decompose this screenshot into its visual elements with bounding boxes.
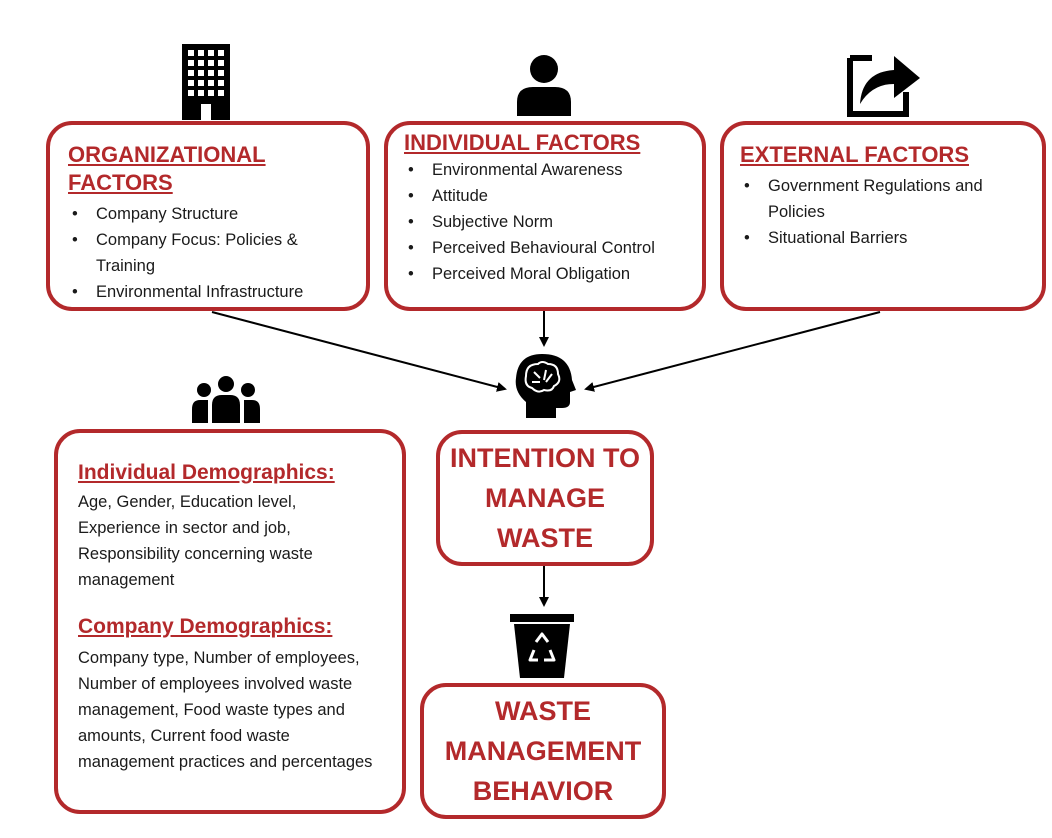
behavior-title: WASTE MANAGEMENT BEHAVIOR [444,696,642,806]
company-demographics-title: Company Demographics: [78,615,333,638]
organizational-factors-box: ORGANIZATIONAL FACTORS Company Structure… [46,121,370,311]
individual-demographics-text: Age, Gender, Education level, Experience… [78,493,313,589]
arrow-external-to-intention [584,311,881,392]
demographics-box: Individual Demographics: Age, Gender, Ed… [54,429,406,814]
organizational-factors-list: Company Structure Company Focus: Policie… [68,201,352,305]
list-item: Company Focus: Policies & Training [68,227,352,279]
share-arrow-icon [847,55,920,117]
building-icon [182,44,230,120]
external-factors-box: EXTERNAL FACTORS Government Regulations … [720,121,1046,311]
group-icon [192,376,260,423]
intention-box: INTENTION TO MANAGE WASTE [436,430,654,566]
individual-factors-title: INDIVIDUAL FACTORS [404,130,641,155]
organizational-factors-title: ORGANIZATIONAL FACTORS [68,142,266,195]
list-item: Environmental Infrastructure [68,279,352,305]
external-factors-list: Government Regulations and Policies Situ… [740,173,1030,251]
individual-factors-box: INDIVIDUAL FACTORS Environmental Awarene… [384,121,706,311]
list-item: Situational Barriers [740,225,1030,251]
recycle-bin-icon [510,614,574,678]
intention-title: INTENTION TO MANAGE WASTE [450,443,641,553]
list-item: Attitude [404,183,692,209]
list-item: Subjective Norm [404,209,692,235]
behavior-box: WASTE MANAGEMENT BEHAVIOR [420,683,666,819]
list-item: Environmental Awareness [404,157,692,183]
individual-factors-list: Environmental Awareness Attitude Subject… [404,157,692,287]
list-item: Perceived Moral Obligation [404,261,692,287]
person-icon [517,55,571,116]
brain-head-icon [515,354,576,418]
list-item: Government Regulations and Policies [740,173,1030,225]
company-demographics-text: Company type, Number of employees, Numbe… [78,649,373,771]
arrow-organizational-to-intention [211,311,507,392]
list-item: Company Structure [68,201,352,227]
individual-demographics-title: Individual Demographics: [78,461,335,484]
list-item: Perceived Behavioural Control [404,235,692,261]
external-factors-title: EXTERNAL FACTORS [740,142,969,167]
